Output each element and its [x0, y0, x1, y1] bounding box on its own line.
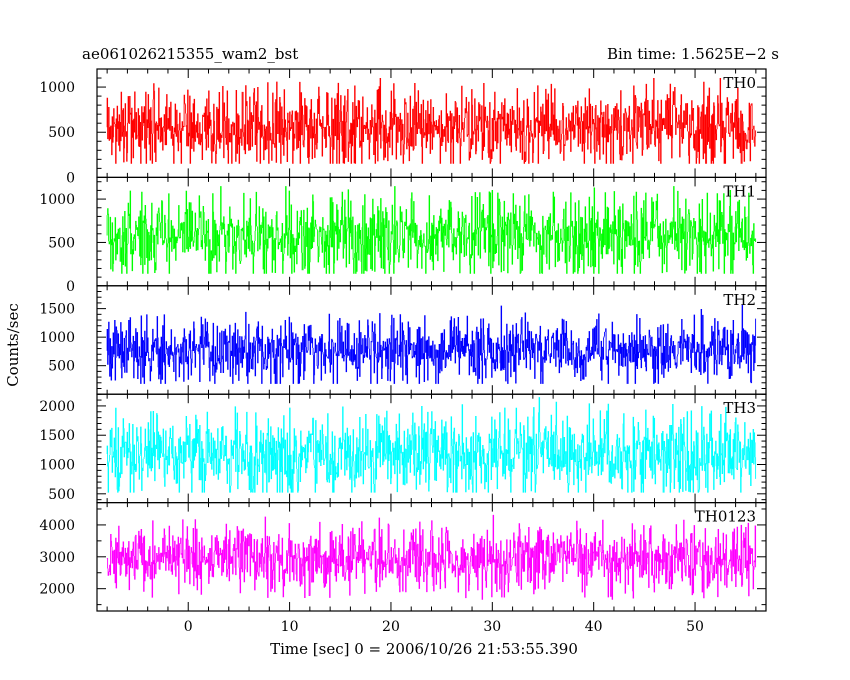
series-th3	[106, 397, 757, 493]
y-tick-label: 500	[48, 359, 75, 375]
chart-title: ae061026215355_wam2_bst	[82, 45, 298, 63]
x-tick-label: 10	[281, 619, 299, 635]
panel-label-th1: TH1	[723, 182, 756, 200]
panel-th0123: TH0123 2000 3000 4000	[39, 502, 767, 612]
y-tick-label: 500	[48, 487, 75, 503]
y-tick-label: 2000	[39, 399, 75, 415]
x-tick-label: 40	[585, 619, 603, 635]
y-tick-label: 2000	[39, 582, 75, 598]
y-tick-label: 1000	[39, 80, 75, 96]
x-tick-label: 30	[483, 619, 501, 635]
panel-th2: TH2 500 1000 1500	[39, 285, 767, 395]
y-tick-label: 3000	[39, 550, 75, 566]
panel-th1: TH1 0 500 1000	[39, 176, 767, 295]
panel-label-th3: TH3	[723, 399, 756, 417]
y-tick-label: 500	[48, 235, 75, 251]
y-tick-label: 1500	[39, 302, 75, 318]
y-tick-label: 0	[66, 279, 75, 295]
series-th1	[106, 186, 757, 274]
panel-label-th0123: TH0123	[695, 508, 756, 526]
y-axis-label: Counts/sec	[4, 303, 22, 387]
x-axis-label: Time [sec] 0 = 2006/10/26 21:53:55.390	[270, 640, 578, 658]
series-th0	[106, 78, 757, 164]
panel-label-th2: TH2	[723, 291, 756, 309]
x-tick-label: 0	[184, 619, 193, 635]
panels-group: TH005001000TH105001000TH250010001500TH35…	[39, 68, 767, 635]
series-th0123	[106, 514, 757, 600]
y-tick-label: 1000	[39, 458, 75, 474]
y-tick-label: 1000	[39, 330, 75, 346]
y-tick-label: 1500	[39, 428, 75, 444]
series-th2	[106, 305, 757, 384]
x-tick-label: 20	[382, 619, 400, 635]
y-tick-label: 500	[48, 125, 75, 141]
y-tick-label: 4000	[39, 518, 75, 534]
y-tick-label: 1000	[39, 192, 75, 208]
panel-label-th0: TH0	[723, 74, 756, 92]
bin-time-label: Bin time: 1.5625E−2 s	[607, 45, 779, 63]
y-tick-label: 0	[66, 170, 75, 186]
panel-th0: TH0 0 500 1000	[39, 68, 767, 186]
panel-th3: TH3 500 1000 1500 2000	[39, 393, 767, 504]
x-tick-label: 50	[686, 619, 704, 635]
